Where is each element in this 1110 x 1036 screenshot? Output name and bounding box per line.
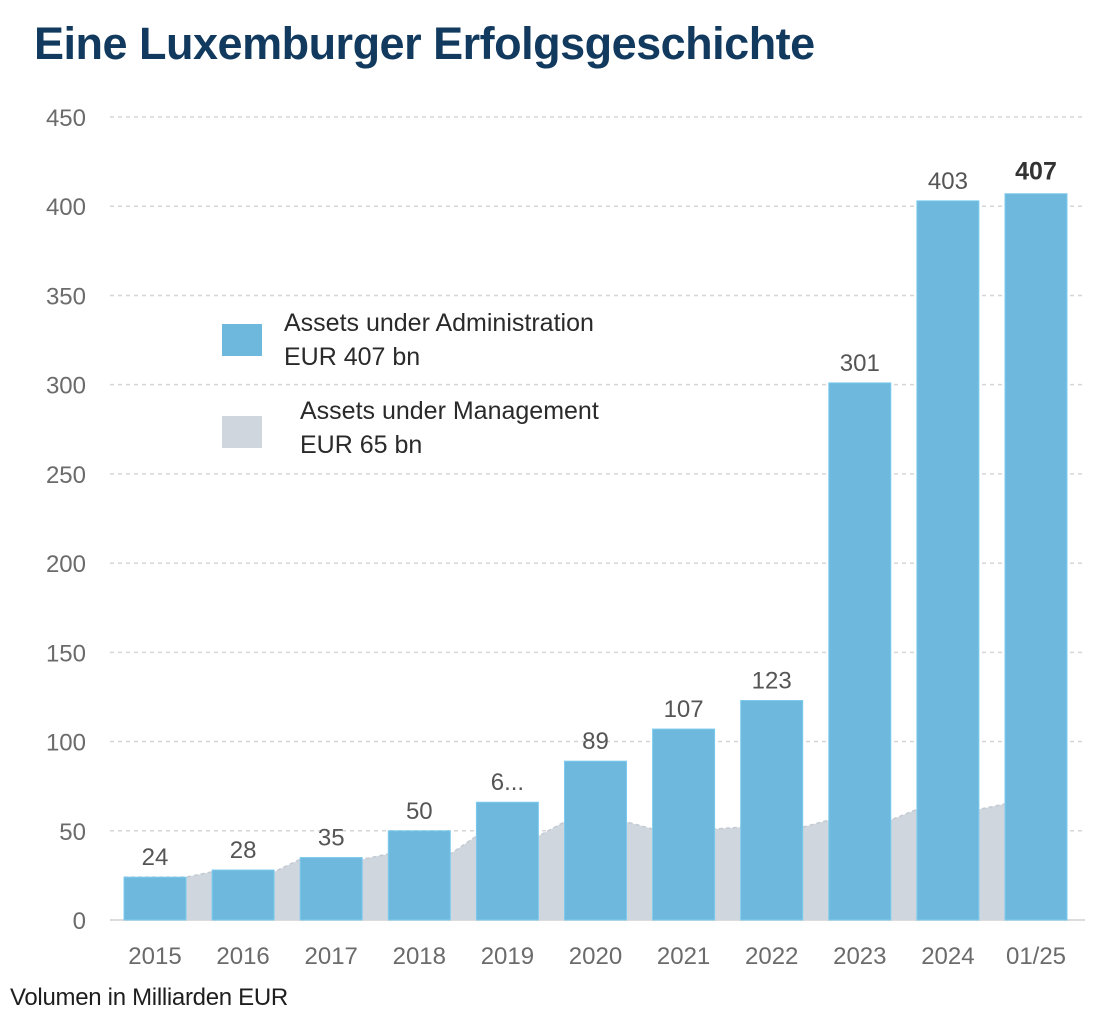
legend-aua-line1: Assets under Administration (284, 309, 594, 337)
x-axis-ticks: 2015 2016 2017 2018 2019 2020 2021 2022 2023 2024… (128, 943, 1066, 970)
y-tick-label: 350 (46, 283, 86, 310)
aua-bar (1004, 193, 1068, 921)
x-tick-label: 2017 (305, 943, 358, 970)
y-tick-label: 0 (73, 908, 86, 935)
x-tick-label: 2023 (833, 943, 886, 970)
aua-data-label: 407 (1015, 158, 1057, 186)
x-tick-label: 01/25 (1006, 943, 1066, 970)
aua-bar (299, 857, 363, 921)
chart-title: Eine Luxemburger Erfolgsgeschichte (34, 18, 815, 69)
aua-bar (916, 200, 980, 921)
aua-data-label: 89 (582, 728, 609, 755)
y-tick-label: 300 (46, 373, 86, 400)
aua-data-label: 50 (406, 798, 433, 825)
x-tick-label: 2016 (216, 943, 269, 970)
y-axis-ticks: 0 50 100 150 200 250 300 350 400 450 (46, 105, 86, 935)
y-tick-label: 100 (46, 730, 86, 757)
x-tick-label: 2021 (657, 943, 710, 970)
aua-bar (564, 760, 627, 921)
y-tick-label: 200 (46, 551, 86, 578)
aua-data-label: 107 (664, 696, 704, 723)
x-tick-label: 2019 (481, 943, 534, 970)
legend-swatch-aua (222, 324, 262, 356)
legend-label-aum: Assets under Management EUR 65 bn (300, 394, 599, 462)
y-tick-label: 450 (46, 105, 86, 132)
aua-data-label: 35 (318, 825, 345, 852)
aua-data-label: 28 (230, 837, 257, 864)
y-tick-label: 250 (46, 462, 86, 489)
x-tick-label: 2015 (128, 943, 181, 970)
legend-label-aua: Assets under Administration EUR 407 bn (284, 306, 594, 374)
x-tick-label: 2020 (569, 943, 622, 970)
y-tick-label: 50 (59, 819, 86, 846)
aua-data-label: 24 (142, 844, 169, 871)
aua-data-label: 403 (928, 168, 968, 195)
y-tick-label: 150 (46, 640, 86, 667)
aua-data-label: 6... (491, 769, 524, 796)
y-tick-label: 400 (46, 194, 86, 221)
legend-aum-line2: EUR 65 bn (300, 431, 423, 459)
x-tick-label: 2024 (921, 943, 974, 970)
aua-bar (475, 801, 539, 921)
aua-bar (123, 876, 187, 921)
data-labels: 24 28 35 50 6... 89 107 123 301 403 407 (142, 158, 1057, 871)
legend-aum-line1: Assets under Management (300, 397, 599, 425)
aua-bar (387, 830, 451, 921)
footnote-units: Volumen in Milliarden EUR (10, 984, 288, 1011)
aua-data-label: 301 (840, 350, 880, 377)
aua-bar (652, 728, 716, 921)
legend-swatch-aum (222, 416, 262, 448)
aua-bar (211, 869, 275, 921)
aua-bar (740, 700, 804, 921)
aua-data-label: 123 (752, 668, 792, 695)
aua-bar-layer (123, 193, 1068, 921)
aua-bar (828, 382, 892, 921)
x-tick-label: 2022 (745, 943, 798, 970)
x-tick-label: 2018 (393, 943, 446, 970)
legend-aua-line2: EUR 407 bn (284, 343, 421, 371)
